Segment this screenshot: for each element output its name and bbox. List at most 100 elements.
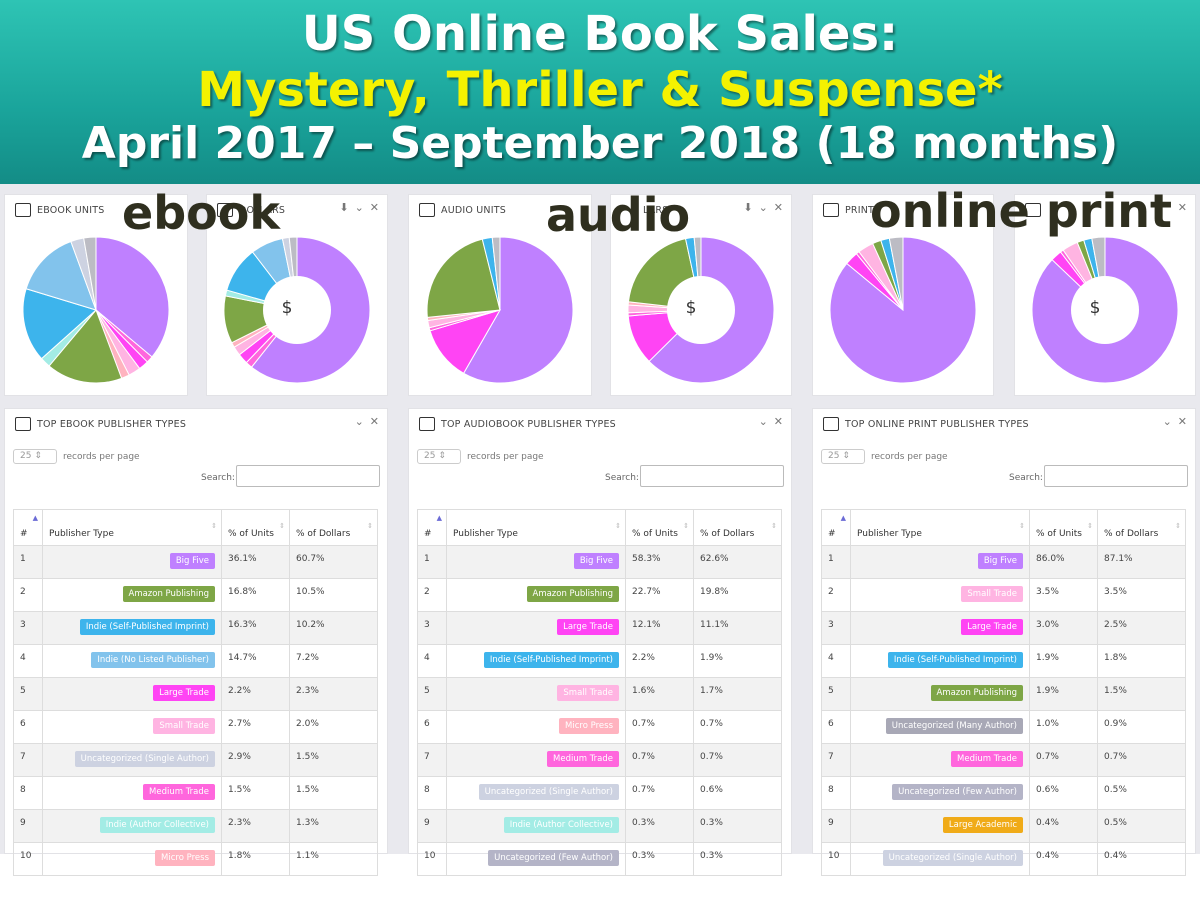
publisher-type-badge: Uncategorized (Few Author): [892, 784, 1023, 800]
collapse-icon[interactable]: ⌄: [354, 201, 364, 214]
col-header-units[interactable]: % of Units ⇕: [221, 509, 290, 546]
col-header-dollars[interactable]: % of Dollars ⇕: [1097, 509, 1186, 546]
row-number: 1: [13, 545, 43, 579]
dollar-sign-icon: $: [282, 298, 293, 318]
table-title: TOP AUDIOBOOK PUBLISHER TYPES: [441, 419, 616, 430]
records-select[interactable]: 25 ⇕: [417, 449, 461, 464]
table-row: 7 Medium Trade 0.7% 0.7%: [821, 743, 1186, 777]
publisher-type-cell: Large Academic: [850, 809, 1030, 843]
row-number: 4: [821, 644, 851, 678]
publisher-type-cell: Indie (Self-Published Imprint): [42, 611, 222, 645]
col-header-type[interactable]: Publisher Type ⇕: [850, 509, 1030, 546]
dollars-cell: 1.9%: [693, 644, 782, 678]
download-icon[interactable]: ⬇: [743, 201, 753, 214]
collapse-icon[interactable]: ⌄: [354, 415, 364, 428]
col-header-units[interactable]: % of Units ⇕: [1029, 509, 1098, 546]
dollar-icon: [217, 203, 233, 217]
publisher-type-badge: Amazon Publishing: [930, 685, 1023, 701]
print-dollars-card: ✕ $: [1014, 194, 1196, 396]
search-input[interactable]: [1044, 465, 1188, 487]
records-label: records per page: [63, 452, 140, 462]
col-header-units[interactable]: % of Units ⇕: [625, 509, 694, 546]
table-row: 9 Indie (Author Collective) 2.3% 1.3%: [13, 809, 378, 843]
col-header-dollars[interactable]: % of Dollars ⇕: [693, 509, 782, 546]
close-icon[interactable]: ✕: [773, 201, 783, 214]
table-row: 7 Uncategorized (Single Author) 2.9% 1.5%: [13, 743, 378, 777]
table-row: 5 Small Trade 1.6% 1.7%: [417, 677, 782, 711]
publisher-type-cell: Uncategorized (Few Author): [850, 776, 1030, 810]
publisher-type-cell: Small Trade: [446, 677, 626, 711]
units-cell: 1.9%: [1029, 644, 1098, 678]
publisher-type-cell: Amazon Publishing: [850, 677, 1030, 711]
close-icon[interactable]: ✕: [1177, 201, 1187, 214]
pie-chart: [22, 236, 170, 384]
publisher-type-badge: Indie (Self-Published Imprint): [483, 652, 619, 668]
audio-dollars-card: LARS ⬇ ⌄ ✕ $: [610, 194, 792, 396]
donut-hole: [1071, 276, 1139, 344]
publisher-type-cell: Medium Trade: [446, 743, 626, 777]
table-row: 10 Uncategorized (Few Author) 0.3% 0.3%: [417, 842, 782, 876]
publisher-type-cell: Indie (Self-Published Imprint): [446, 644, 626, 678]
card-title: EBOOK UNITS: [37, 205, 105, 216]
col-header-type[interactable]: Publisher Type ⇕: [42, 509, 222, 546]
publisher-type-badge: Big Five: [977, 553, 1023, 569]
publisher-type-badge: Large Academic: [942, 817, 1023, 833]
units-cell: 0.4%: [1029, 809, 1098, 843]
ebook-units-card: EBOOK UNITS: [4, 194, 188, 396]
records-select[interactable]: 25 ⇕: [821, 449, 865, 464]
publisher-type-cell: Micro Press: [42, 842, 222, 876]
publisher-type-cell: Large Trade: [42, 677, 222, 711]
row-number: 6: [417, 710, 447, 744]
dollars-cell: 1.5%: [289, 743, 378, 777]
col-header-num[interactable]: # ▲: [821, 509, 851, 546]
dollars-cell: 62.6%: [693, 545, 782, 579]
card-title: PRINT: [845, 205, 875, 216]
table-row: 8 Uncategorized (Few Author) 0.6% 0.5%: [821, 776, 1186, 810]
pie-slice: [22, 288, 97, 360]
close-icon[interactable]: ✕: [369, 201, 379, 214]
table-row: 1 Big Five 36.1% 60.7%: [13, 545, 378, 579]
dollars-cell: 2.0%: [289, 710, 378, 744]
title-banner: US Online Book Sales: Mystery, Thriller …: [0, 0, 1200, 184]
pie-chart: $: [1031, 236, 1179, 384]
pie-chart: $: [627, 236, 775, 384]
search-input[interactable]: [640, 465, 784, 487]
publisher-type-cell: Indie (Self-Published Imprint): [850, 644, 1030, 678]
col-header-num[interactable]: # ▲: [417, 509, 447, 546]
collapse-icon[interactable]: ⌄: [758, 201, 768, 214]
col-header-dollars[interactable]: % of Dollars ⇕: [289, 509, 378, 546]
publisher-type-cell: Small Trade: [850, 578, 1030, 612]
dashboard-area: EBOOK UNITS DOLLARS ⬇ ⌄ ✕ $ AUDIO UNITS LA…: [0, 184, 1200, 876]
close-icon[interactable]: ✕: [1177, 415, 1187, 428]
search-input[interactable]: [236, 465, 380, 487]
collapse-icon[interactable]: ⌄: [758, 415, 768, 428]
print-units-card: PRINT: [812, 194, 994, 396]
col-header-num[interactable]: # ▲: [13, 509, 43, 546]
row-number: 9: [417, 809, 447, 843]
units-cell: 3.0%: [1029, 611, 1098, 645]
dollars-cell: 7.2%: [289, 644, 378, 678]
table-row: 2 Amazon Publishing 16.8% 10.5%: [13, 578, 378, 612]
close-icon[interactable]: ✕: [369, 415, 379, 428]
card-title: LARS: [643, 205, 669, 216]
table-row: 3 Large Trade 12.1% 11.1%: [417, 611, 782, 645]
card-title: DOLLARS: [239, 205, 286, 216]
collapse-icon[interactable]: ⌄: [1162, 415, 1172, 428]
publisher-type-cell: Uncategorized (Single Author): [42, 743, 222, 777]
close-icon[interactable]: ✕: [773, 415, 783, 428]
row-number: 1: [821, 545, 851, 579]
units-cell: 1.5%: [221, 776, 290, 810]
publisher-type-badge: Medium Trade: [547, 751, 619, 767]
table-row: 4 Indie (No Listed Publisher) 14.7% 7.2%: [13, 644, 378, 678]
row-number: 9: [13, 809, 43, 843]
publisher-type-cell: Big Five: [850, 545, 1030, 579]
row-number: 2: [821, 578, 851, 612]
records-select[interactable]: 25 ⇕: [13, 449, 57, 464]
pie-chart: [426, 236, 574, 384]
records-label: records per page: [467, 452, 544, 462]
row-number: 7: [821, 743, 851, 777]
publisher-type-cell: Indie (Author Collective): [446, 809, 626, 843]
dollars-cell: 19.8%: [693, 578, 782, 612]
download-icon[interactable]: ⬇: [339, 201, 349, 214]
col-header-type[interactable]: Publisher Type ⇕: [446, 509, 626, 546]
